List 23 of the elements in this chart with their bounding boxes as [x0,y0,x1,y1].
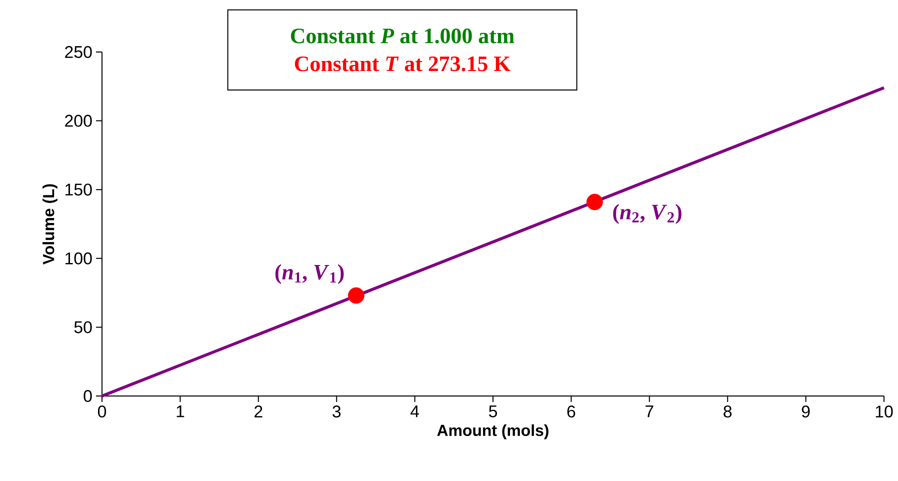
y-tick-label: 50 [74,321,92,334]
x-tick-label: 2 [254,406,262,418]
x-tick-label: 1 [176,406,184,418]
x-tick-label: 9 [802,406,810,418]
annotation: (n$_{1}$, V$_{1}$) [275,264,344,284]
y-tick-label: 250 [65,46,92,58]
x-tick-label: 10 [876,406,893,418]
x-tick-label: 6 [567,406,576,418]
y-axis-title: Volume (L) [42,184,58,264]
y-tick-label: 100 [66,252,92,264]
x-tick-label: 8 [724,406,732,418]
y-tick-label: 150 [66,184,92,196]
y-tick-label: 200 [65,114,92,127]
x-tick-label: 3 [332,406,341,418]
x-tick-label: 5 [488,406,497,418]
x-tick-label: 0 [98,406,106,418]
text: Constant P at 1.000 atm [290,28,514,44]
x-tick-label: 4 [410,406,420,418]
y-tick-label: 0 [84,390,92,402]
x-axis-title: Amount (mols) [437,424,548,440]
x-tick-label: 7 [646,406,654,418]
annotation: Constant T at 273.15 K [294,56,511,72]
annotation: (n$_{2}$, V$_{2}$) [613,204,682,224]
